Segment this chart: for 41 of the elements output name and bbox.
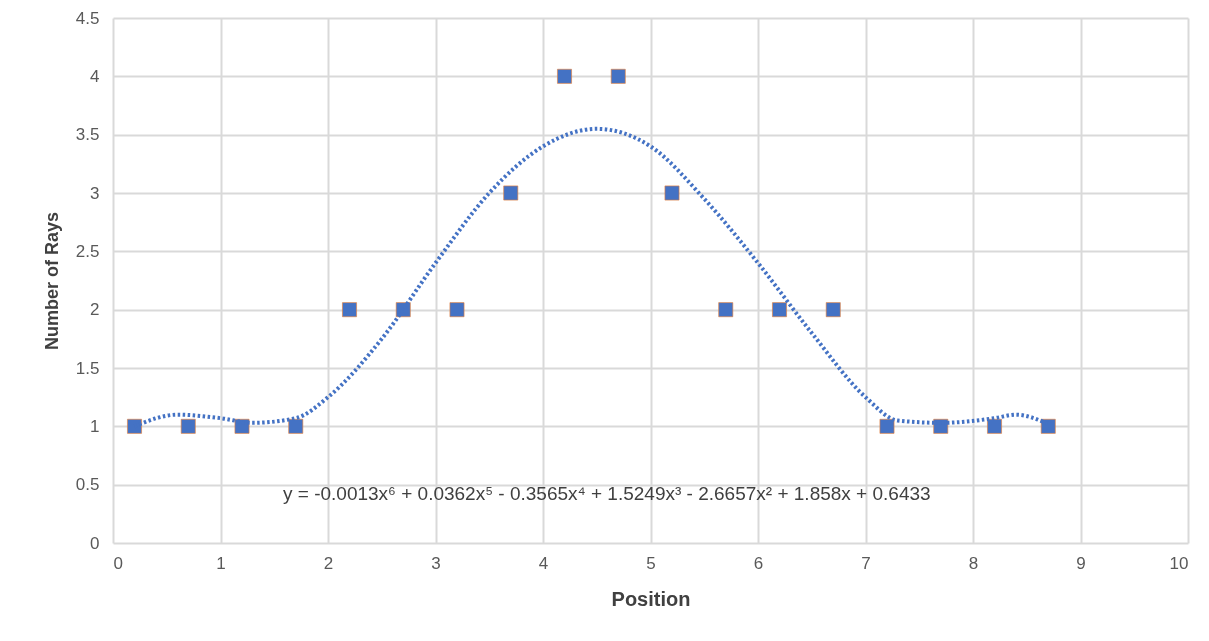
y-tick-label: 3 xyxy=(90,183,100,203)
point xyxy=(342,302,357,318)
x-tick-label: 3 xyxy=(431,553,441,573)
x-tick-label: 10 xyxy=(1169,553,1189,573)
y-axis-title: Number of Rays xyxy=(41,211,62,351)
point xyxy=(718,302,734,318)
point xyxy=(825,302,841,318)
y-tick-label: 1.5 xyxy=(75,358,100,378)
point xyxy=(772,302,787,318)
y-tick-label: 0 xyxy=(90,533,100,553)
point xyxy=(503,185,519,201)
point xyxy=(127,418,142,434)
point xyxy=(557,68,572,84)
point xyxy=(288,418,304,434)
point xyxy=(234,418,250,434)
point xyxy=(933,418,949,434)
point xyxy=(1040,418,1056,434)
y-tick-label: 4 xyxy=(90,66,100,86)
annotation: y = -0.0013x⁶ + 0.0362x⁵ - 0.3565x⁴ + 1.5249x³ - 2.6657x² + 1.858x + 0.6433 xyxy=(283,483,931,504)
x-tick-label: 1 xyxy=(216,553,226,573)
x-tick-label: 0 xyxy=(113,553,123,573)
x-tick-label: 8 xyxy=(968,553,979,573)
y-tick-label: 2.5 xyxy=(75,241,100,261)
y-tick-label: 0.5 xyxy=(75,475,100,495)
x-tick-label: 6 xyxy=(753,553,764,573)
x-tick-label: 5 xyxy=(646,553,656,573)
y-tick-label: 3.5 xyxy=(75,125,100,145)
point xyxy=(180,418,196,434)
x-tick-label: 2 xyxy=(323,553,334,573)
point xyxy=(449,302,465,318)
x-tick-label: 9 xyxy=(1076,553,1086,573)
y-tick-label: 4.5 xyxy=(75,8,100,28)
point xyxy=(879,418,895,434)
x-axis-title: Position xyxy=(611,587,691,610)
point xyxy=(987,418,1002,434)
point xyxy=(664,185,680,201)
x-tick-label: 7 xyxy=(861,553,871,573)
y-tick-label: 1 xyxy=(90,416,100,436)
point xyxy=(610,68,626,84)
x-tick-label: 4 xyxy=(538,553,549,573)
y-tick-label: 2 xyxy=(90,300,100,320)
